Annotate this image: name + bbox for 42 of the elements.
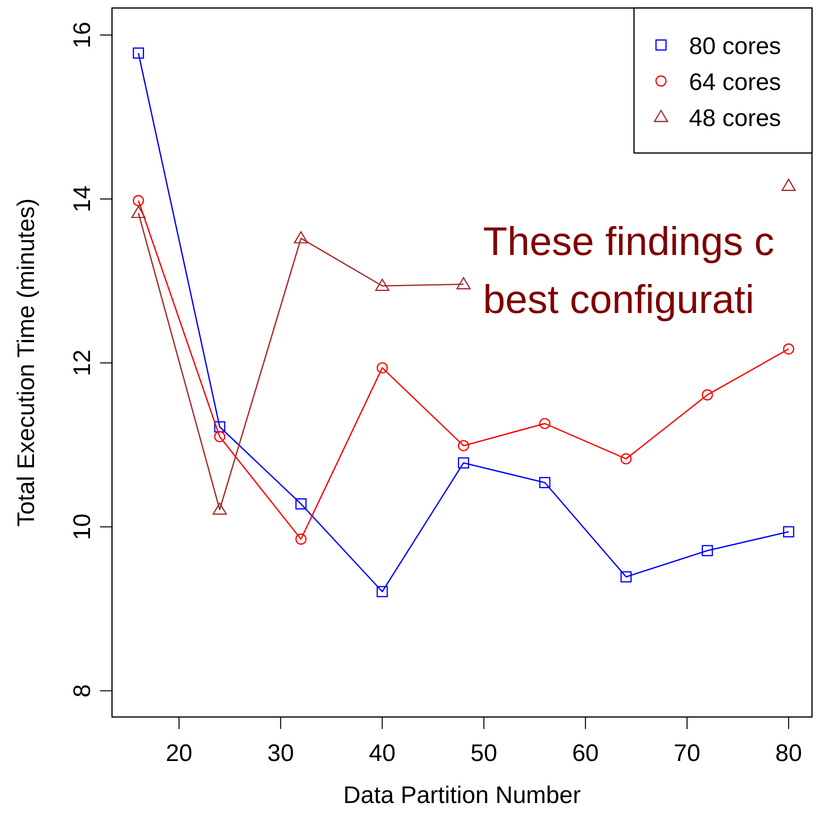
y-tick-label: 8 <box>69 684 96 698</box>
y-tick-label: 14 <box>69 186 96 212</box>
point <box>376 586 388 598</box>
point <box>132 195 144 206</box>
point <box>702 389 713 400</box>
point <box>212 502 227 515</box>
x-tick-label: 50 <box>470 740 498 767</box>
legend-label: 48 cores <box>689 105 782 132</box>
point <box>539 418 550 430</box>
x-tick-label: 80 <box>775 740 802 767</box>
point <box>214 421 226 432</box>
point <box>131 206 146 218</box>
point <box>375 278 390 291</box>
y-tick-label: 12 <box>69 350 96 376</box>
point <box>783 343 794 355</box>
x-tick-label: 70 <box>674 740 700 767</box>
point <box>782 178 796 191</box>
point <box>620 453 632 464</box>
point <box>458 440 470 452</box>
x-tick-label: 40 <box>368 740 396 767</box>
point <box>376 362 388 374</box>
point <box>458 457 470 469</box>
point <box>702 545 713 556</box>
annotation: These findings c best configurati <box>483 220 774 322</box>
point <box>783 526 794 538</box>
point <box>132 47 144 59</box>
point <box>295 498 307 510</box>
legend-label: 64 cores <box>689 69 782 96</box>
legend-label: 80 cores <box>689 33 782 60</box>
point <box>214 431 226 442</box>
x-tick-label: 20 <box>166 740 192 767</box>
y-tick-label: 16 <box>69 22 96 48</box>
point <box>294 231 308 244</box>
x-tick-label: 60 <box>572 740 599 767</box>
y-tick-label: 10 <box>69 513 96 540</box>
point <box>295 534 307 545</box>
point <box>620 571 632 582</box>
y-axis-title: Total Execution Time (minutes) <box>13 198 40 527</box>
point <box>539 476 550 488</box>
point <box>456 277 471 290</box>
x-axis-title: Data Partition Number <box>343 782 581 809</box>
x-tick-label: 30 <box>267 740 294 767</box>
